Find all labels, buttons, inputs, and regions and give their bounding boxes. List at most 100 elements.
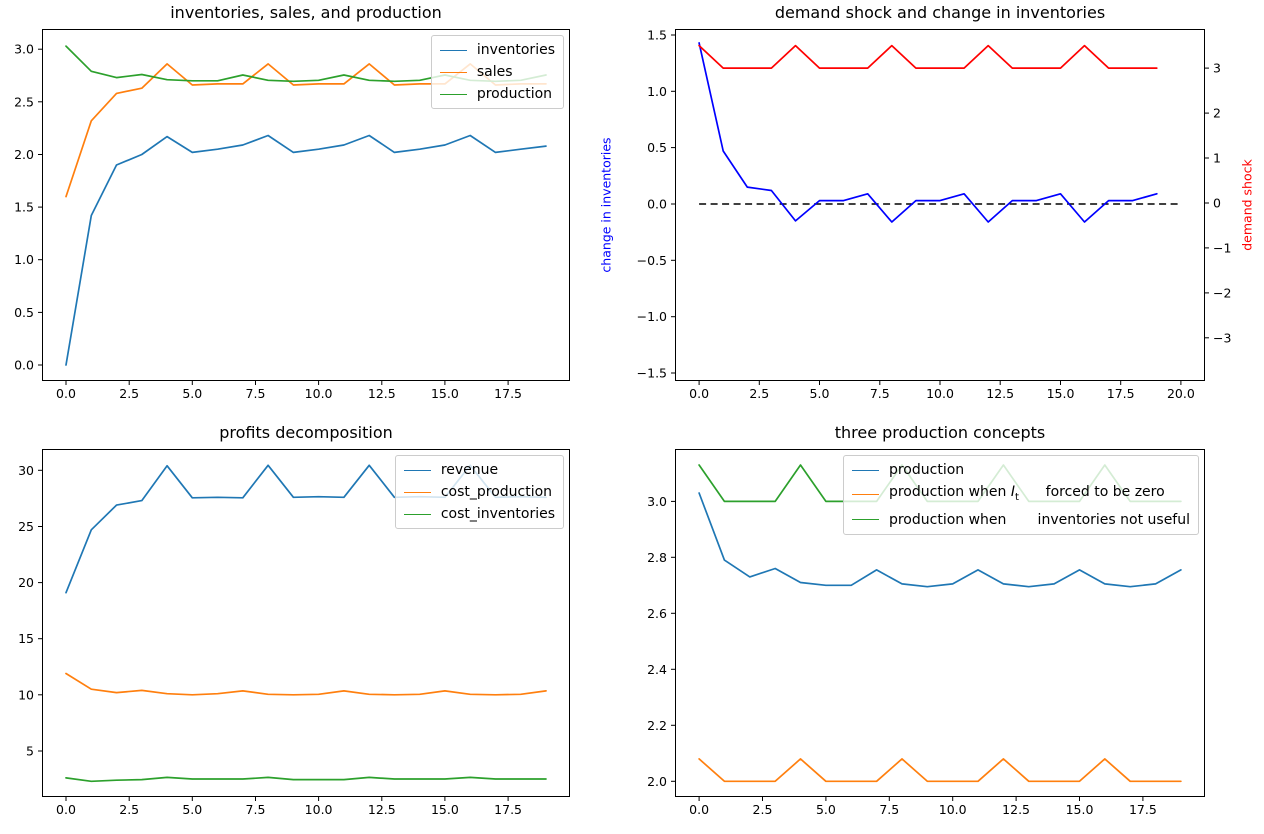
chart-title-demand-shock: demand shock and change in inventories [774, 3, 1106, 22]
legend-line-sample [851, 469, 879, 471]
legend-item: revenue [403, 461, 555, 479]
svg-text:5.0: 5.0 [182, 802, 202, 817]
svg-text:10: 10 [18, 687, 34, 702]
svg-text:0.5: 0.5 [14, 305, 34, 320]
chart-title-profits-decomposition: profits decomposition [219, 423, 393, 442]
plot-area-inventories-sales-production: 0.0 2.5 5.0 7.5 10.0 12.5 15.0 17.5 0.0 0.5 1.0 1.5… [14, 29, 570, 401]
legend-item: inventories [439, 41, 555, 59]
svg-text:0.5: 0.5 [647, 140, 667, 155]
legend-inventories-sales-production: inventories sales production [430, 35, 564, 109]
svg-text:−3: −3 [1213, 330, 1231, 345]
legend-three-production-concepts: production production when It forced to … [842, 455, 1199, 535]
svg-text:20: 20 [18, 575, 34, 590]
svg-text:12.5: 12.5 [1002, 802, 1030, 817]
math-subscript-t: t [1015, 491, 1019, 503]
svg-text:5: 5 [26, 744, 34, 759]
svg-text:−1.5: −1.5 [637, 366, 667, 381]
svg-text:7.5: 7.5 [246, 802, 266, 817]
legend-item: cost_inventories [403, 505, 555, 523]
math-symbol-I: I [1010, 484, 1015, 500]
svg-text:3: 3 [1213, 61, 1221, 76]
svg-text:2.6: 2.6 [647, 606, 667, 621]
svg-text:3.0: 3.0 [647, 494, 667, 509]
y-axis-label-change-in-inventories: change in inventories [598, 137, 614, 273]
svg-text:12.5: 12.5 [368, 802, 396, 817]
svg-text:1.0: 1.0 [14, 252, 34, 267]
legend-line-sample [403, 513, 431, 515]
svg-text:10.0: 10.0 [926, 386, 954, 401]
svg-text:0.0: 0.0 [14, 358, 34, 373]
svg-text:15.0: 15.0 [1066, 802, 1094, 817]
svg-text:7.5: 7.5 [246, 386, 266, 401]
legend-item: sales [439, 63, 555, 81]
svg-text:2.5: 2.5 [753, 802, 773, 817]
svg-text:5.0: 5.0 [810, 386, 830, 401]
legend-line-sample [403, 469, 431, 471]
legend-line-sample [439, 71, 467, 73]
legend-item: production [851, 461, 1190, 479]
svg-text:1: 1 [1213, 151, 1221, 166]
svg-text:2.0: 2.0 [647, 774, 667, 789]
legend-item: production when It forced to be zero [851, 483, 1190, 507]
svg-text:3.0: 3.0 [14, 42, 34, 57]
legend-line-sample [851, 494, 879, 496]
legend-label: revenue [440, 462, 499, 478]
plot-area-demand-shock: 0.0 2.5 5.0 7.5 10.0 12.5 15.0 17.5 20.0−1.5−1.0… [637, 28, 1232, 402]
svg-text:0.0: 0.0 [647, 197, 667, 212]
svg-text:0.0: 0.0 [56, 802, 76, 817]
svg-text:25: 25 [18, 519, 34, 534]
svg-text:2.8: 2.8 [647, 550, 667, 565]
legend-label-text: forced to be zero [1018, 484, 1165, 500]
svg-text:17.5: 17.5 [1107, 386, 1135, 401]
svg-text:1.5: 1.5 [14, 200, 34, 215]
legend-label: production when It forced to be zero [889, 483, 1165, 507]
svg-text:0.0: 0.0 [689, 802, 709, 817]
svg-text:2: 2 [1213, 106, 1221, 121]
legend-label: production when inventories not useful [888, 511, 1190, 528]
svg-text:−1: −1 [1213, 240, 1231, 255]
legend-item: production when inventories not useful [851, 511, 1190, 529]
svg-text:2.5: 2.5 [119, 802, 139, 817]
legend-item: cost_production [403, 483, 555, 501]
legend-label: sales [476, 64, 513, 80]
svg-text:15.0: 15.0 [1047, 386, 1075, 401]
svg-text:1.0: 1.0 [647, 84, 667, 99]
legend-profits-decomposition: revenue cost_production cost_inventories [394, 455, 564, 529]
svg-text:17.5: 17.5 [494, 386, 522, 401]
svg-text:17.5: 17.5 [494, 802, 522, 817]
svg-text:0: 0 [1213, 196, 1221, 211]
y-axis-label-demand-shock: demand shock [1239, 159, 1255, 251]
legend-line-sample [851, 519, 879, 521]
svg-text:10.0: 10.0 [305, 386, 333, 401]
svg-text:15.0: 15.0 [431, 802, 459, 817]
svg-text:30: 30 [18, 463, 34, 478]
svg-text:10.0: 10.0 [305, 802, 333, 817]
legend-label-text: production when [888, 484, 1011, 500]
svg-text:0.0: 0.0 [689, 386, 709, 401]
svg-text:15: 15 [18, 631, 34, 646]
legend-item: production [439, 85, 555, 103]
svg-text:−1.0: −1.0 [637, 309, 667, 324]
svg-text:10.0: 10.0 [939, 802, 967, 817]
legend-line-sample [403, 491, 431, 493]
svg-text:2.5: 2.5 [119, 386, 139, 401]
svg-text:2.2: 2.2 [647, 718, 667, 733]
svg-text:5.0: 5.0 [182, 386, 202, 401]
legend-label: cost_inventories [440, 506, 555, 522]
svg-text:2.4: 2.4 [647, 662, 667, 677]
legend-line-sample [439, 93, 467, 95]
legend-label: inventories [476, 42, 555, 58]
svg-text:12.5: 12.5 [368, 386, 396, 401]
svg-text:−0.5: −0.5 [637, 253, 667, 268]
svg-text:5.0: 5.0 [816, 802, 836, 817]
svg-text:2.5: 2.5 [749, 386, 769, 401]
svg-text:12.5: 12.5 [986, 386, 1014, 401]
legend-label: cost_production [440, 484, 553, 500]
svg-text:−2: −2 [1213, 285, 1231, 300]
svg-text:7.5: 7.5 [870, 386, 890, 401]
svg-text:0.0: 0.0 [56, 386, 76, 401]
svg-text:15.0: 15.0 [431, 386, 459, 401]
svg-text:20.0: 20.0 [1167, 386, 1195, 401]
chart-title-inventories-sales-production: inventories, sales, and production [170, 3, 442, 22]
